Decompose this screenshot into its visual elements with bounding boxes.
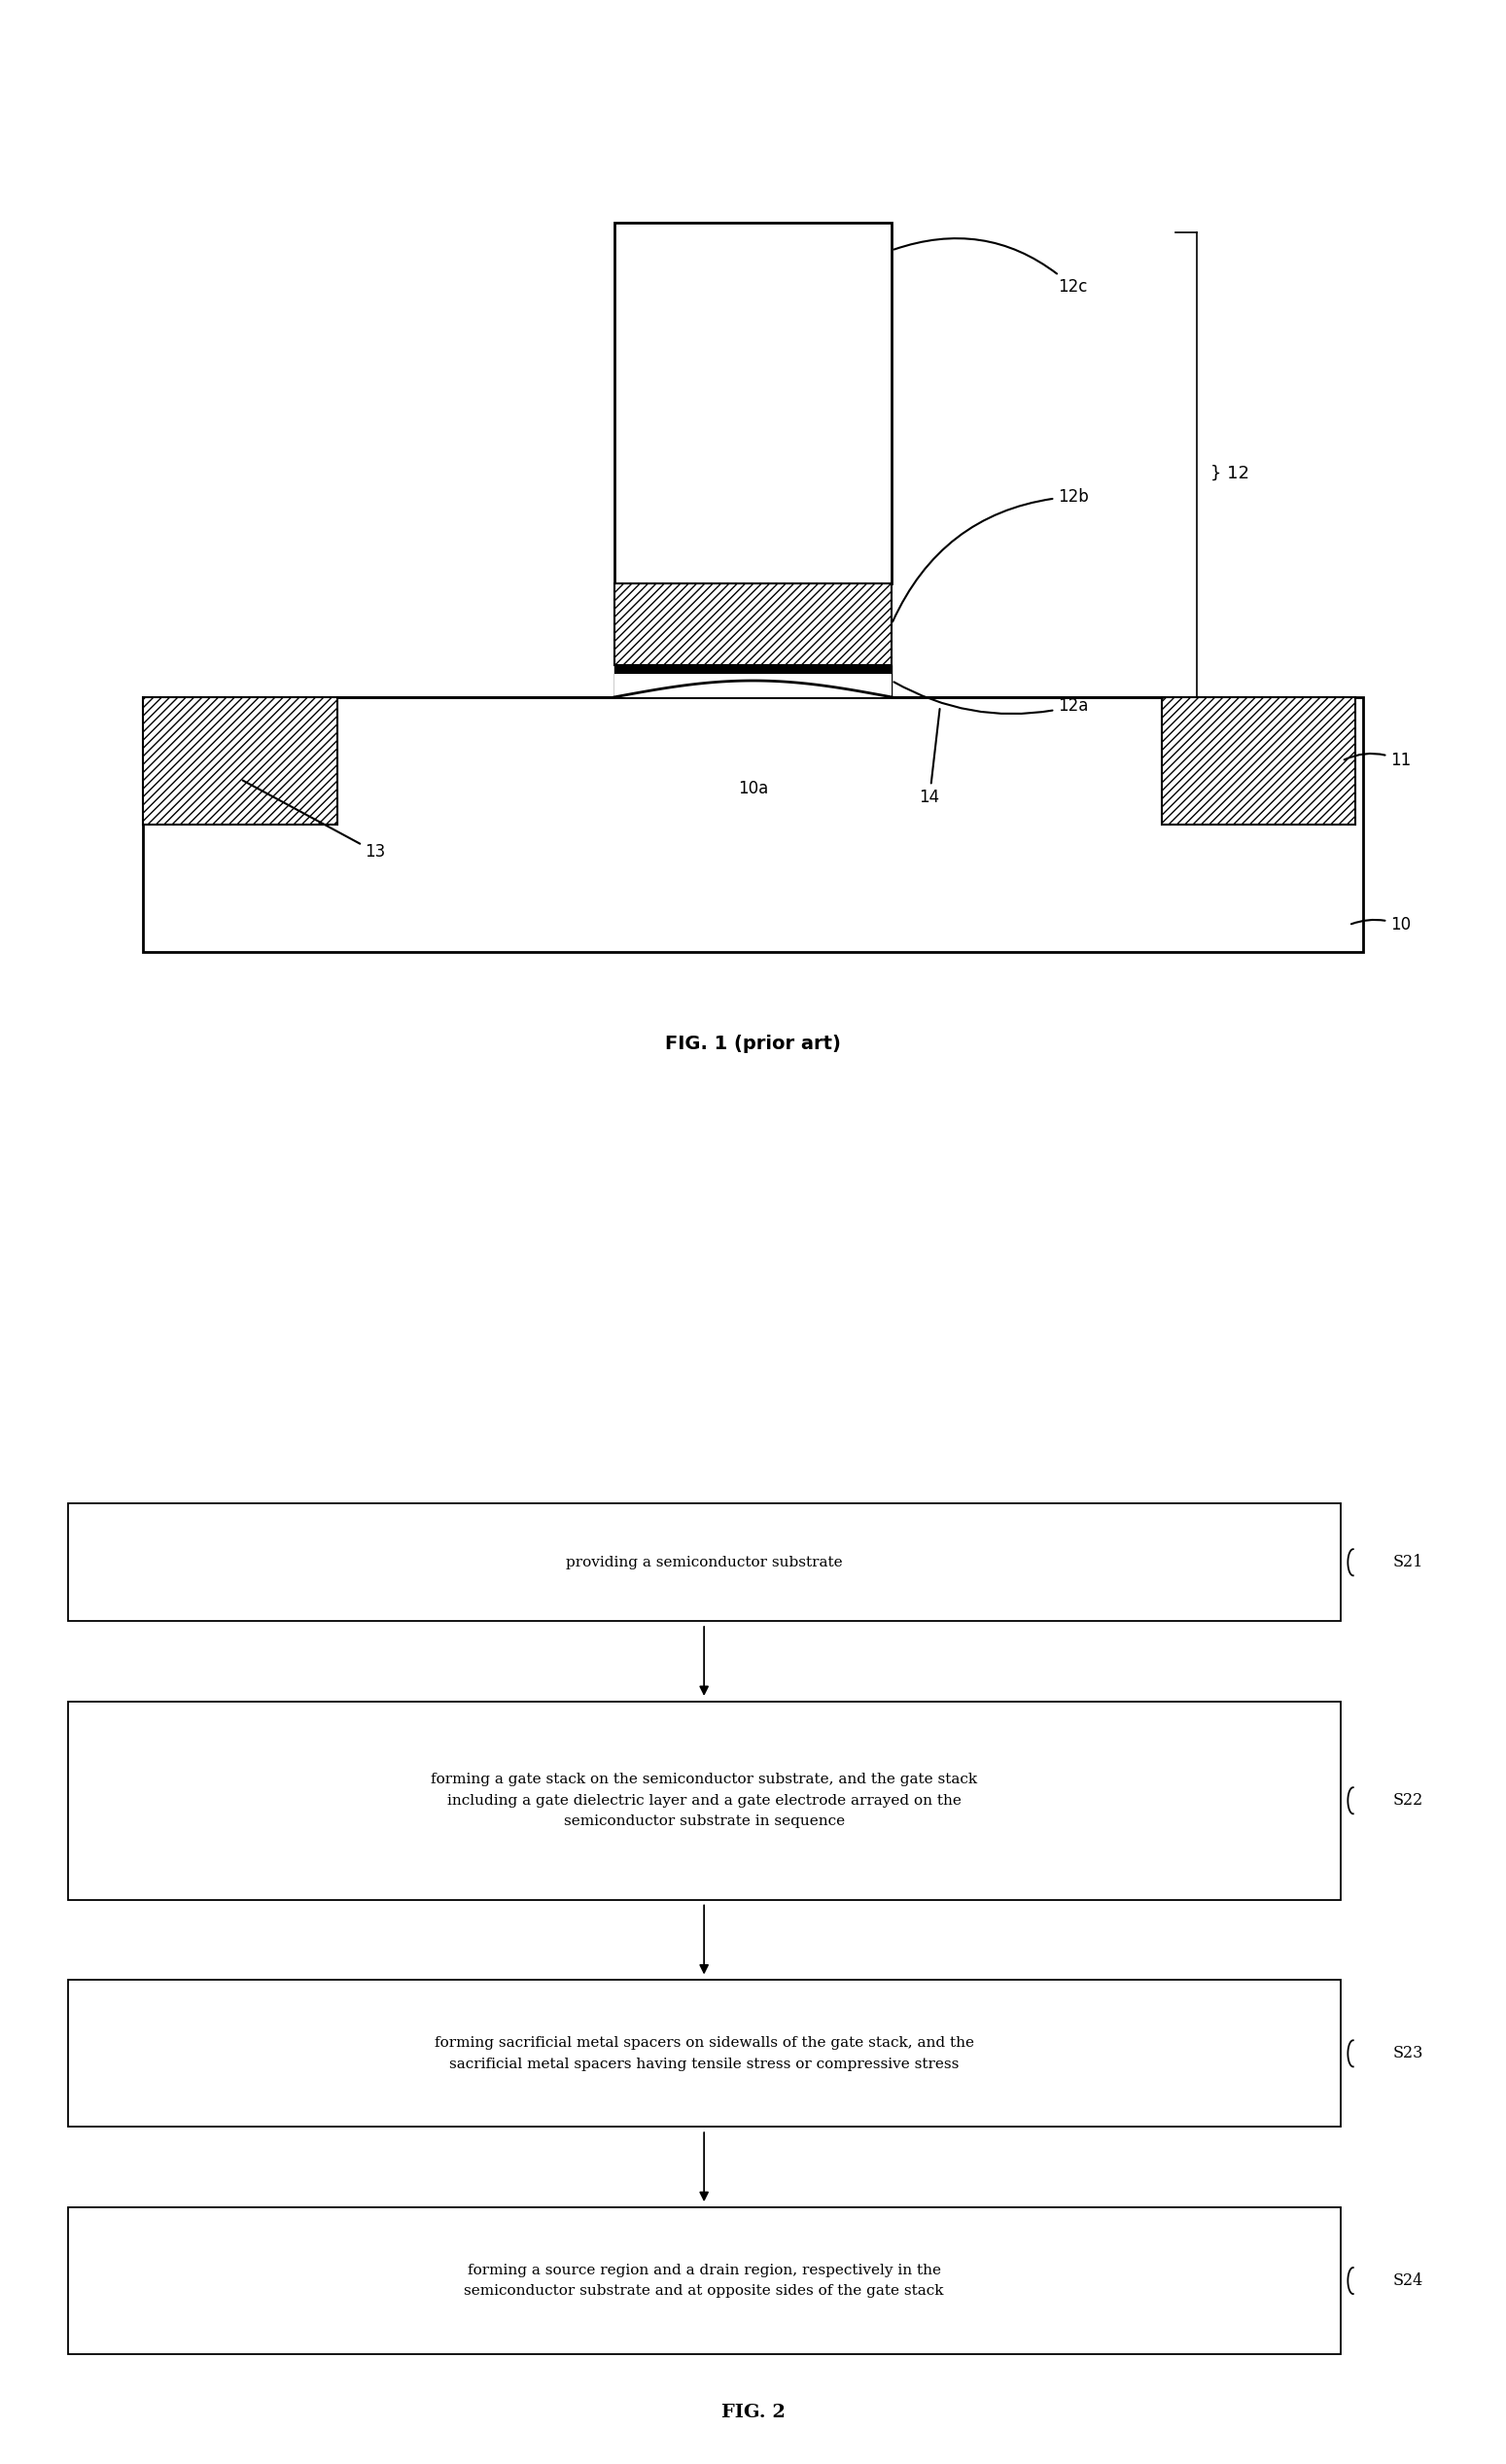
- Text: FIG. 2: FIG. 2: [721, 2405, 785, 2422]
- Text: 12c: 12c: [895, 239, 1087, 296]
- Text: 13: 13: [242, 781, 386, 860]
- Bar: [614, 584, 892, 665]
- Text: S21: S21: [1393, 1555, 1423, 1570]
- Bar: [68, 2208, 1340, 2353]
- Bar: [68, 1981, 1340, 2126]
- Bar: [614, 675, 892, 697]
- Text: forming a source region and a drain region, respectively in the
semiconductor su: forming a source region and a drain regi…: [464, 2264, 944, 2299]
- Text: 10a: 10a: [738, 779, 768, 796]
- Text: providing a semiconductor substrate: providing a semiconductor substrate: [566, 1555, 842, 1570]
- Bar: [614, 665, 892, 697]
- Text: S24: S24: [1393, 2272, 1423, 2289]
- Text: 11: 11: [1345, 752, 1411, 769]
- Bar: [68, 1703, 1340, 1900]
- Text: 10: 10: [1351, 917, 1411, 934]
- Text: S23: S23: [1393, 2045, 1423, 2062]
- Text: S22: S22: [1393, 1791, 1423, 1809]
- Text: 12a: 12a: [895, 683, 1089, 715]
- Text: } 12: } 12: [1211, 466, 1248, 483]
- Bar: [68, 1503, 1340, 1621]
- Bar: [143, 697, 1363, 954]
- Text: 14: 14: [919, 710, 940, 806]
- Text: 12b: 12b: [893, 488, 1089, 621]
- Text: FIG. 1 (prior art): FIG. 1 (prior art): [666, 1035, 840, 1052]
- Bar: [1161, 697, 1355, 825]
- Bar: [143, 697, 337, 825]
- Text: forming sacrificial metal spacers on sidewalls of the gate stack, and the
sacrif: forming sacrificial metal spacers on sid…: [434, 2035, 974, 2070]
- Text: forming a gate stack on the semiconductor substrate, and the gate stack
includin: forming a gate stack on the semiconducto…: [431, 1772, 977, 1828]
- Bar: [614, 224, 892, 584]
